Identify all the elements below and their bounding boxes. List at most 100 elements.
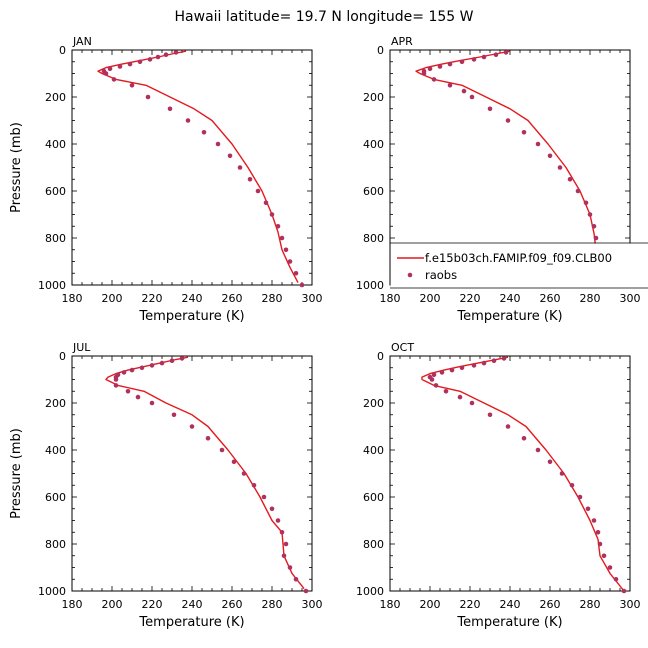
data-point-raobs (505, 424, 511, 429)
x-axis-label: Temperature (K) (456, 309, 562, 324)
data-point-raobs (481, 54, 487, 60)
x-tick-label: 300 (302, 292, 323, 305)
data-point-raobs (135, 394, 141, 400)
y-tick-label: 800 (45, 538, 66, 551)
data-point-raobs (429, 377, 435, 382)
x-tick-label: 200 (420, 598, 441, 611)
data-point-raobs (149, 400, 155, 406)
plot-frame (71, 49, 313, 286)
y-tick-label: 400 (363, 138, 384, 151)
data-point-raobs (293, 271, 299, 276)
data-point-raobs (149, 363, 155, 368)
x-tick-label: 240 (500, 598, 521, 611)
y-tick-label: 0 (377, 44, 384, 57)
data-point-raobs (437, 64, 443, 69)
data-point-raobs (569, 483, 575, 488)
data-point-raobs (269, 212, 275, 217)
data-point-raobs (487, 412, 493, 418)
data-point-raobs (461, 88, 467, 94)
data-point-raobs (287, 259, 293, 264)
y-tick-label: 400 (45, 444, 66, 457)
y-tick-label: 1000 (356, 279, 384, 292)
x-tick-label: 180 (380, 292, 401, 305)
x-tick-label: 280 (262, 292, 283, 305)
y-axis-label: Pressure (mb) (9, 122, 24, 213)
data-point-raobs (431, 372, 437, 378)
data-point-raobs (597, 541, 603, 547)
y-tick-label: 200 (45, 397, 66, 410)
data-point-raobs (129, 83, 135, 88)
y-tick-label: 200 (45, 91, 66, 104)
series-line-model (421, 356, 625, 592)
data-point-raobs (585, 506, 591, 512)
data-point-raobs (121, 370, 127, 375)
x-tick-label: 260 (540, 292, 561, 305)
x-tick-label: 220 (142, 598, 163, 611)
data-point-raobs (283, 541, 289, 547)
x-tick-label: 260 (222, 598, 243, 611)
data-point-raobs (557, 165, 563, 170)
x-tick-label: 260 (540, 598, 561, 611)
data-point-raobs (471, 57, 477, 62)
data-point-raobs (127, 61, 133, 67)
legend-swatch-marker (407, 272, 413, 278)
panel-label: JAN (72, 35, 92, 48)
data-point-raobs (247, 177, 253, 182)
y-tick-label: 1000 (356, 585, 384, 598)
data-point-raobs (491, 358, 497, 364)
data-point-raobs (293, 577, 299, 582)
x-tick-label: 220 (142, 292, 163, 305)
data-point-raobs (117, 64, 123, 69)
data-point-raobs (457, 394, 463, 400)
data-point-raobs (431, 77, 437, 82)
figure-title: Hawaii latitude= 19.7 N longitude= 155 W (175, 9, 474, 25)
data-point-raobs (421, 71, 427, 76)
data-point-raobs (547, 153, 553, 159)
data-point-raobs (443, 389, 449, 394)
data-point-raobs (591, 518, 597, 523)
data-point-raobs (215, 141, 221, 147)
y-axis-label: Pressure (mb) (9, 428, 24, 519)
chart-panel-apr: 180 200 220 240 260 280 300 0 200 400 600 800 1000 AP… (356, 35, 648, 324)
legend-background (390, 243, 648, 288)
data-point-raobs (231, 459, 237, 465)
data-point-raobs (113, 383, 119, 388)
y-tick-label: 0 (377, 350, 384, 363)
panel-label: JUL (72, 341, 91, 354)
plot-frame (389, 355, 631, 592)
data-point-raobs (567, 177, 573, 182)
data-point-raobs (275, 518, 281, 523)
x-tick-label: 300 (302, 598, 323, 611)
data-point-raobs (189, 424, 195, 429)
data-point-raobs (107, 66, 113, 72)
data-point-raobs (281, 553, 287, 559)
data-point-raobs (299, 282, 305, 288)
data-point-raobs (547, 459, 553, 465)
data-point-raobs (251, 483, 257, 488)
chart-panel-oct: 180 200 220 240 260 280 300 0 200 400 600 800 1000 OC… (356, 341, 641, 630)
data-point-raobs (535, 447, 541, 453)
chart-panel-jan: 180 200 220 240 260 280 300 0 200 400 600 800 1000 JA… (9, 35, 323, 324)
data-point-raobs (261, 494, 267, 500)
x-tick-label: 220 (460, 292, 481, 305)
y-tick-label: 800 (363, 232, 384, 245)
y-tick-label: 1000 (38, 585, 66, 598)
data-point-raobs (577, 494, 583, 500)
data-point-raobs (559, 471, 565, 476)
data-point-raobs (283, 247, 289, 253)
data-point-raobs (275, 224, 281, 229)
x-tick-label: 180 (380, 598, 401, 611)
data-point-raobs (219, 447, 225, 453)
data-point-raobs (501, 356, 507, 361)
series-line-model (105, 356, 305, 590)
data-point-raobs (471, 363, 477, 368)
legend-label-model: f.e15b03ch.FAMIP.f09_f09.CLB00 (425, 251, 612, 265)
data-point-raobs (493, 52, 499, 57)
data-point-raobs (269, 506, 275, 512)
data-point-raobs (103, 71, 109, 76)
x-tick-label: 240 (182, 292, 203, 305)
data-point-raobs (469, 94, 475, 100)
data-point-raobs (587, 212, 593, 217)
y-tick-label: 400 (45, 138, 66, 151)
